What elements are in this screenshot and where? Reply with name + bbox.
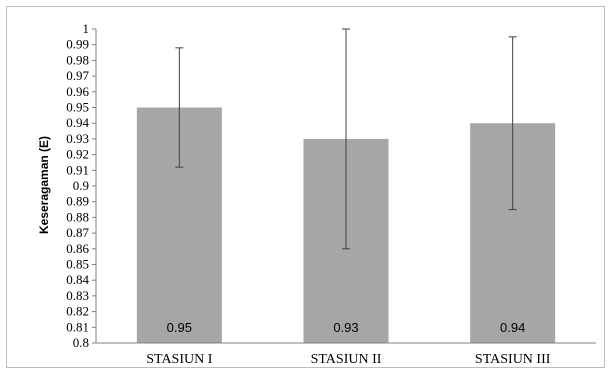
- bar-value-label: 0.93: [333, 320, 358, 335]
- y-tick-label: 0.86: [66, 241, 89, 256]
- y-tick-label: 0.93: [66, 131, 89, 146]
- bar-value-labels: 0.95 0.93 0.94: [167, 320, 526, 335]
- y-tick-label: 0.83: [66, 288, 89, 303]
- bar-value-label: 0.95: [167, 320, 192, 335]
- y-tick-label: 0.82: [66, 304, 89, 319]
- y-tick-label: 0.88: [66, 209, 89, 224]
- y-tick-label: 0.96: [66, 84, 89, 99]
- category-labels: STASIUN I STASIUN II STASIUN III: [146, 352, 550, 367]
- category-label: STASIUN I: [146, 352, 212, 367]
- y-axis-ticks: 0.80.810.820.830.840.850.860.870.880.890…: [66, 21, 96, 350]
- y-tick-label: 0.8: [73, 335, 89, 350]
- y-tick-label: 0.95: [66, 100, 89, 115]
- y-tick-label: 0.89: [66, 194, 89, 209]
- y-tick-label: 0.87: [66, 225, 89, 240]
- category-label: STASIUN III: [475, 352, 551, 367]
- bar-value-label: 0.94: [500, 320, 525, 335]
- error-bars: [175, 28, 517, 250]
- y-tick-label: 0.98: [66, 52, 89, 67]
- y-tick-label: 0.97: [66, 68, 89, 83]
- y-tick-label: 0.99: [66, 37, 89, 52]
- y-tick-label: 0.91: [66, 162, 89, 177]
- y-tick-label: 0.81: [66, 319, 89, 334]
- y-tick-label: 0.9: [73, 178, 89, 193]
- category-label: STASIUN II: [311, 352, 382, 367]
- y-tick-label: 0.94: [66, 115, 89, 130]
- y-axis-title: Keseragaman (E): [37, 136, 51, 234]
- y-tick-label: 0.92: [66, 147, 89, 162]
- y-tick-label: 1: [83, 21, 90, 36]
- y-tick-label: 0.84: [66, 272, 89, 287]
- y-tick-label: 0.85: [66, 257, 89, 272]
